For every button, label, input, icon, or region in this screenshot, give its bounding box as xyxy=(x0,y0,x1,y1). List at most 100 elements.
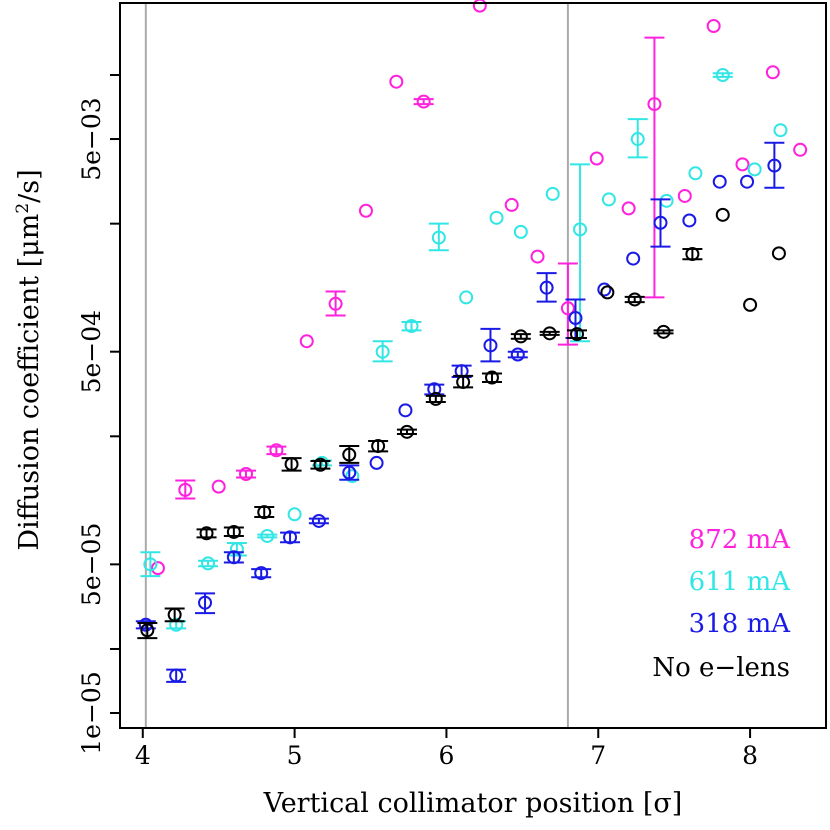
data-point xyxy=(428,391,443,406)
data-point xyxy=(140,623,155,638)
data-point xyxy=(735,157,750,172)
data-point xyxy=(504,197,519,212)
x-tick-label: 7 xyxy=(590,741,606,770)
reference-lines xyxy=(144,3,569,728)
data-point xyxy=(143,557,158,572)
data-point xyxy=(150,561,165,576)
data-point xyxy=(211,479,226,494)
data-point xyxy=(570,327,585,342)
data-point xyxy=(712,174,727,189)
legend-entry: 318 mA xyxy=(689,609,792,639)
y-axis-title: Diffusion coefficient [μm2/s] xyxy=(13,169,45,550)
x-tick-label: 4 xyxy=(135,741,151,770)
data-point xyxy=(239,467,254,482)
data-point xyxy=(597,282,612,297)
data-point xyxy=(706,19,721,34)
data-point xyxy=(342,447,357,462)
data-point xyxy=(560,301,575,316)
y-axis-title-main: Diffusion coefficient [μm xyxy=(14,214,45,551)
x-tick-label: 8 xyxy=(742,741,758,770)
data-point xyxy=(513,224,528,239)
legend-entry: 872 mA xyxy=(689,525,792,555)
data-point xyxy=(685,247,700,262)
data-point xyxy=(677,188,692,203)
data-point xyxy=(226,524,241,539)
data-point xyxy=(484,370,499,385)
data-point xyxy=(167,607,182,622)
legend-entry: 611 mA xyxy=(689,567,792,597)
data-point xyxy=(542,326,557,341)
data-point xyxy=(626,251,641,266)
y-tick-label: 1e−05 xyxy=(77,671,106,754)
data-point xyxy=(715,68,730,83)
data-point xyxy=(328,296,343,311)
data-point xyxy=(311,513,326,528)
data-point xyxy=(371,439,386,454)
data-point xyxy=(489,210,504,225)
data-point xyxy=(472,0,487,13)
series-2 xyxy=(135,141,785,683)
data-point xyxy=(229,542,244,557)
data-point xyxy=(201,556,216,571)
data-point xyxy=(178,482,193,497)
data-point xyxy=(260,528,275,543)
y-tick-label: 5e−05 xyxy=(77,523,106,606)
data-point xyxy=(773,123,788,138)
data-point xyxy=(342,465,357,480)
data-point xyxy=(715,207,730,222)
data-point xyxy=(653,215,668,230)
x-axis-title: Vertical collimator position [σ] xyxy=(263,788,683,819)
plot-frame xyxy=(119,2,827,729)
data-point xyxy=(431,230,446,245)
data-point xyxy=(226,550,241,565)
x-tick-label: 5 xyxy=(287,741,303,770)
data-point xyxy=(358,203,373,218)
data-point xyxy=(404,319,419,334)
data-point xyxy=(199,526,214,541)
data-point xyxy=(284,457,299,472)
data-point xyxy=(767,158,782,173)
data-point xyxy=(530,249,545,264)
data-point xyxy=(257,505,272,520)
data-point xyxy=(283,530,298,545)
data-point xyxy=(656,324,671,339)
legend-entry: No e−lens xyxy=(652,653,790,683)
data-point xyxy=(287,507,302,522)
data-point xyxy=(601,192,616,207)
y-axis-title-sup: 2 xyxy=(13,203,33,214)
y-tick-label: 5e−04 xyxy=(77,310,106,393)
data-point xyxy=(169,617,184,632)
x-tick-label: 6 xyxy=(438,741,454,770)
data-point xyxy=(539,280,554,295)
data-point xyxy=(169,668,184,683)
series-3 xyxy=(137,207,786,640)
data-point xyxy=(483,338,498,353)
data-point xyxy=(682,213,697,228)
data-point xyxy=(198,595,213,610)
series-0 xyxy=(150,0,808,576)
data-point xyxy=(269,443,284,458)
data-point xyxy=(398,403,413,418)
legend: 872 mA 611 mA 318 mA No e−lens xyxy=(652,525,791,683)
data-point xyxy=(568,311,583,326)
data-point xyxy=(740,174,755,189)
data-point xyxy=(573,222,588,237)
data-point xyxy=(771,246,786,261)
data-point xyxy=(254,566,269,581)
data-point xyxy=(399,424,414,439)
data-point xyxy=(545,186,560,201)
data-point xyxy=(313,457,328,472)
y-axis-title-end: /s] xyxy=(14,169,45,203)
data-point xyxy=(510,347,525,362)
data-point xyxy=(459,290,474,305)
data-marks xyxy=(135,0,808,683)
series-1 xyxy=(140,68,788,632)
data-point xyxy=(688,166,703,181)
data-point xyxy=(747,162,762,177)
data-point xyxy=(630,132,645,147)
data-point xyxy=(299,334,314,349)
data-point xyxy=(793,142,808,157)
data-point xyxy=(389,74,404,89)
data-point xyxy=(138,617,153,632)
